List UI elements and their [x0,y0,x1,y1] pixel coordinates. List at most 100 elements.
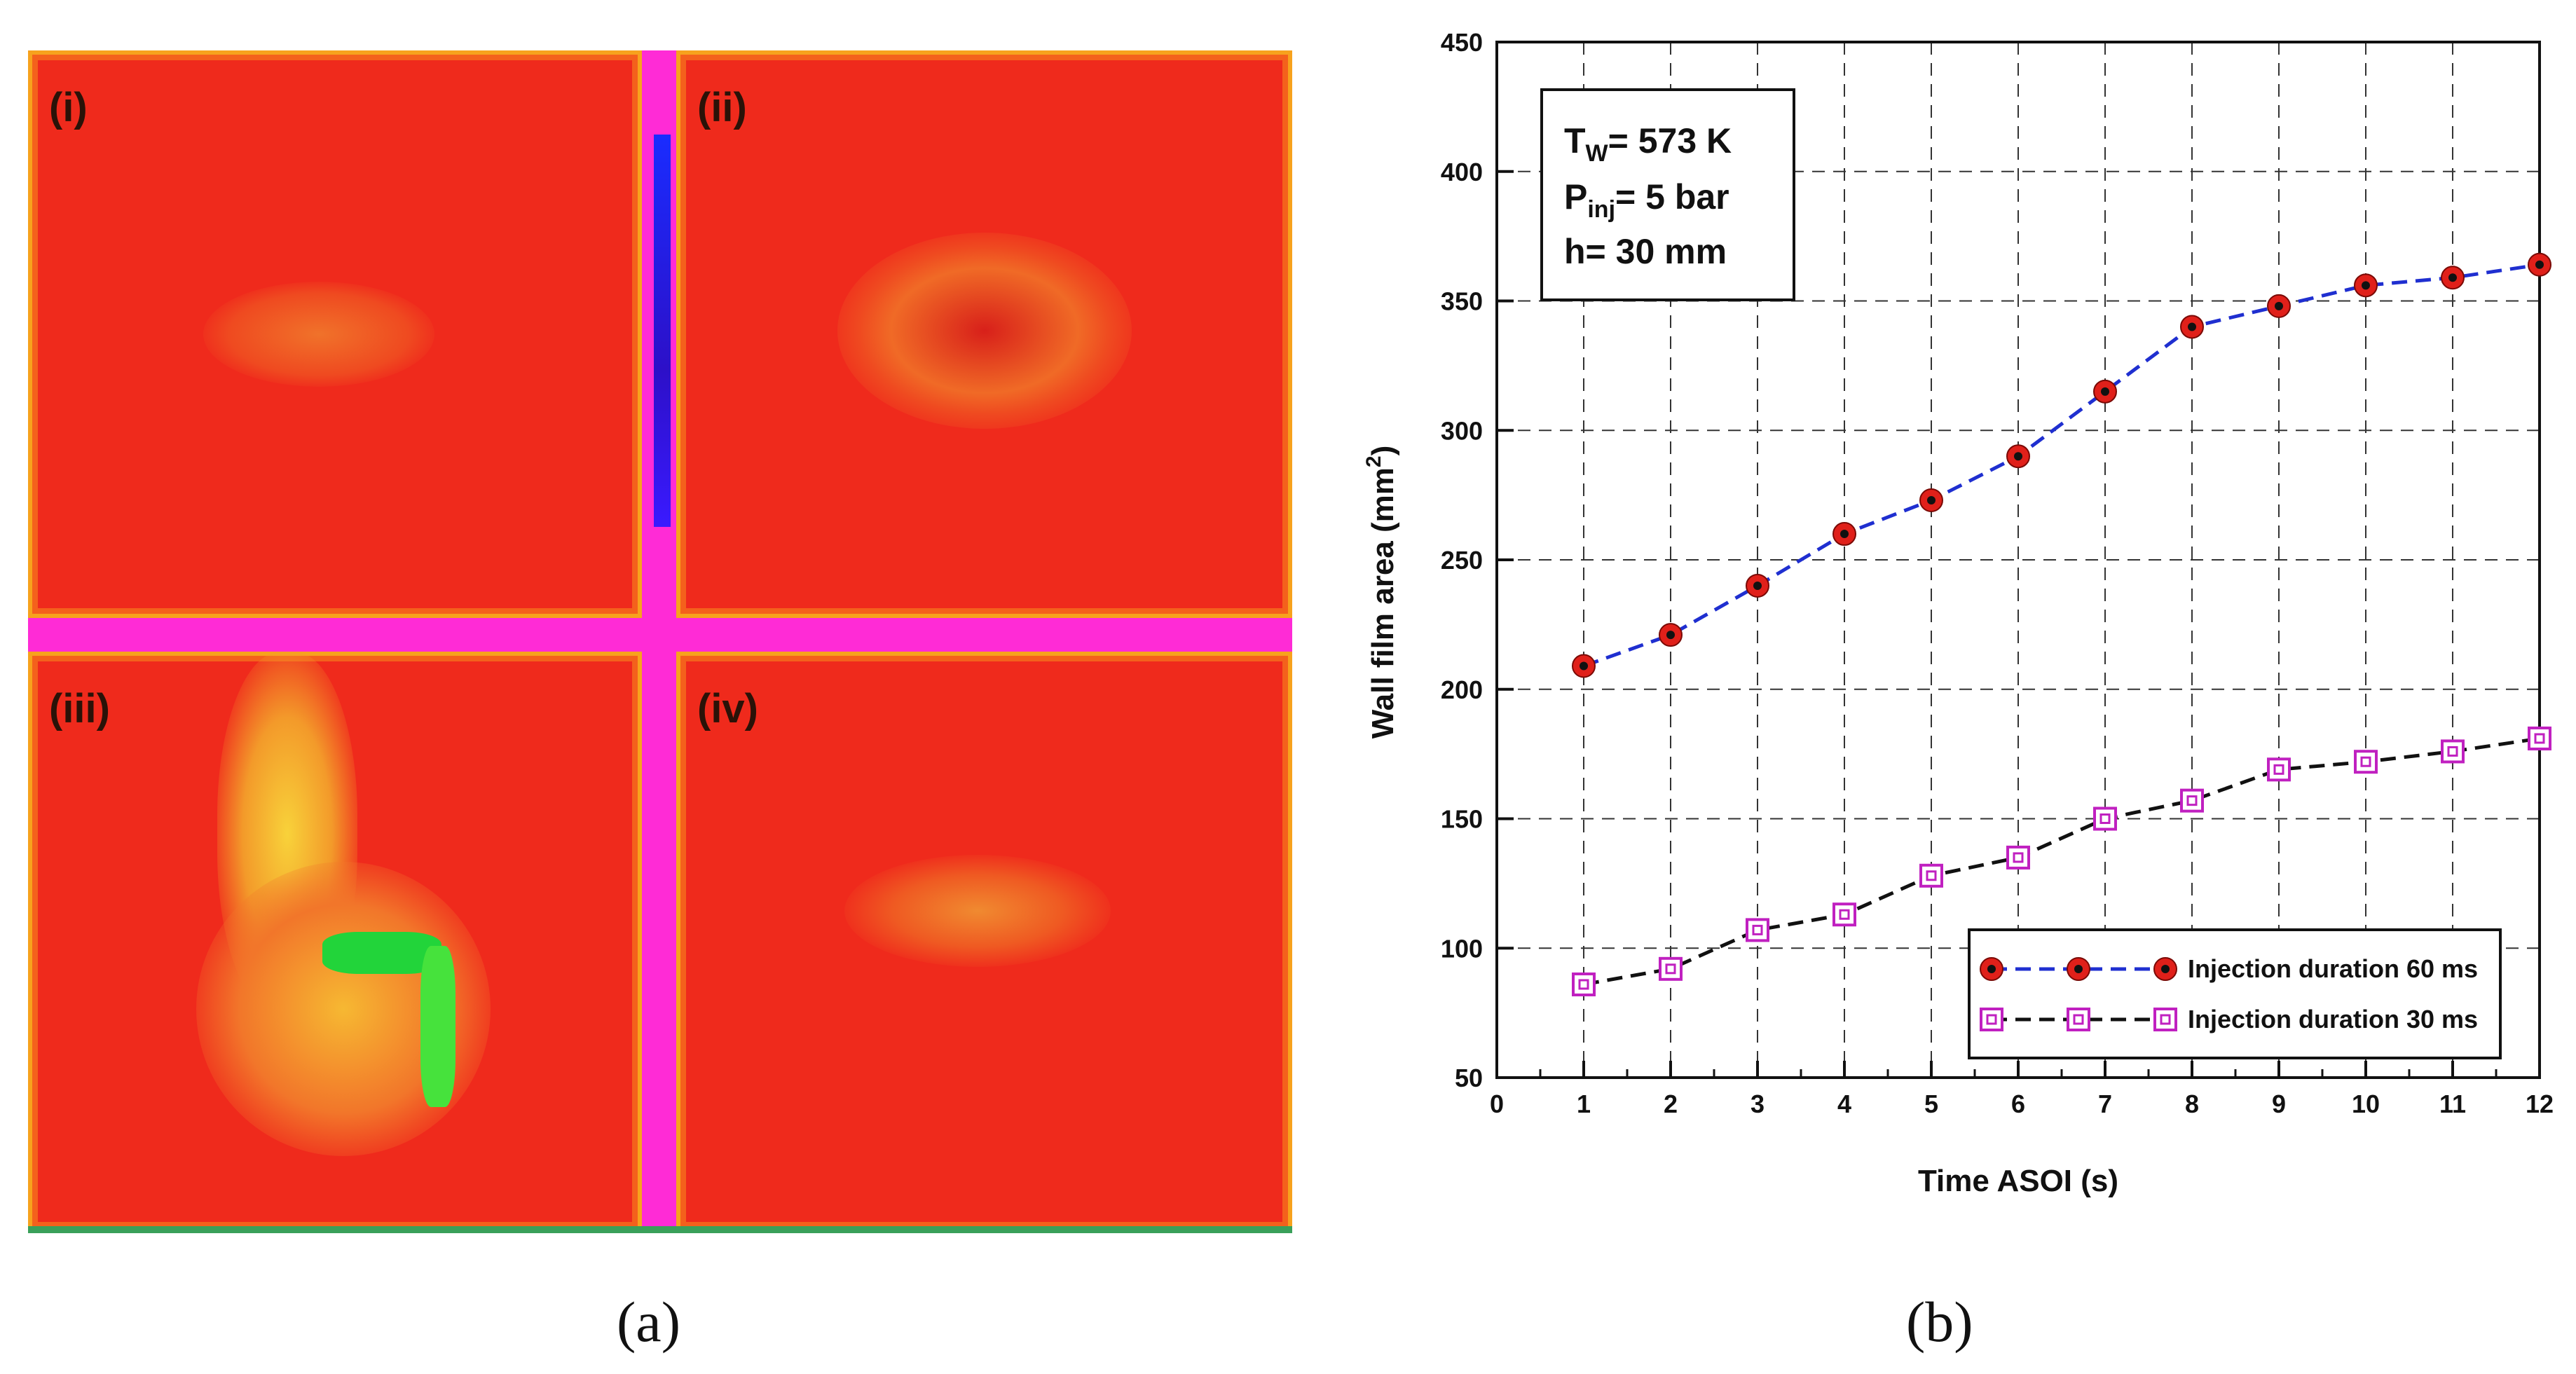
marker-outer [1919,863,1943,888]
x-tick-label: 3 [1751,1090,1765,1118]
series-30ms-point [2180,788,2204,813]
legend-label: Injection duration 60 ms [2188,954,2478,983]
series-60ms-point [1659,623,1683,647]
marker-center [1753,581,1762,590]
y-tick-label: 150 [1441,805,1483,834]
legend-marker [2067,1008,2090,1031]
series-60ms-point [2441,266,2465,290]
marker-center [2073,1014,2084,1025]
series-30ms-point [1659,956,1683,981]
series-30ms-point [2006,845,2030,870]
y-tick-label: 400 [1441,158,1483,186]
series-60ms-point [2267,294,2291,318]
legend-item-series-30ms: Injection duration 30 ms [1980,1005,2478,1033]
x-tick-label: 6 [2011,1090,2025,1118]
marker-center [1752,924,1763,935]
marker-center [2362,281,2370,290]
marker-outer [1659,956,1683,981]
spray-footprint [844,855,1111,967]
series [1572,252,2551,996]
legend: Injection duration 60 ms Injection durati… [1968,928,2502,1059]
series-60ms-point [1572,654,1596,678]
marker-outer [1746,918,1769,942]
marker-center [1840,530,1849,539]
legend-label: Injection duration 30 ms [2188,1005,2478,1033]
marker-center [2447,746,2458,757]
marker-outer [2441,739,2465,764]
series-60ms-point [1832,522,1856,547]
marker-outer [2528,726,2551,750]
series-30ms-point [2528,726,2551,750]
marker-center [2101,387,2109,396]
marker-center [1666,631,1675,640]
marker-outer [2180,788,2204,813]
injection-pressure: Pinj= 5 bar [1564,177,1729,223]
series-60ms-point [1746,573,1769,598]
marker-center [2013,852,2024,863]
y-tick-label: 50 [1455,1064,1483,1092]
axes: 0 1 2 3 4 5 6 7 8 9 10 11 12501001502002503003504004… [1441,28,2554,1118]
marker-outer [2067,1008,2090,1031]
marker-center [2161,965,2170,973]
legend-item-series-60ms: Injection duration 60 ms [1980,954,2478,983]
marker-outer [1832,902,1856,927]
x-tick-label: 1 [1577,1090,1591,1118]
y-tick-label: 450 [1441,28,1483,57]
x-tick-label: 4 [1837,1090,1851,1118]
thermal-image-ii: (ii) [676,50,1292,618]
marker-center [1986,1014,1997,1025]
wall-temperature: TW= 573 K [1564,121,1732,167]
caption-a: (a) [617,1290,681,1354]
marker-center [1665,963,1676,975]
legend-marker [1980,1008,2003,1031]
marker-center [1987,965,1996,973]
thermal-image-iii: (iii) [28,652,642,1232]
injector-height: h= 30 mm [1564,232,1727,271]
marker-center [2534,733,2545,744]
series-60ms-point [2354,273,2378,298]
series-60ms-point [2180,315,2204,339]
grid [1497,42,2540,1078]
series-30ms-point [2354,750,2378,774]
series-60ms-point [2006,444,2030,469]
thermal-image-iv: (iv) [676,652,1292,1232]
spray-footprint [203,282,434,387]
thermal-image-i: (i) [28,50,642,618]
marker-outer [2093,806,2117,831]
series-30ms-point [2267,757,2291,782]
x-tick-label: 10 [2352,1090,2380,1118]
marker-outer [1980,1008,2003,1031]
quadrant-label: (i) [49,85,88,130]
x-tick-label: 8 [2185,1090,2199,1118]
marker-center [2448,273,2457,282]
caption-b: (b) [1906,1290,1973,1354]
marker-center [2273,764,2284,775]
quadrant-label: (iv) [697,686,758,731]
marker-outer [2006,845,2030,870]
marker-center [2535,260,2544,269]
series-60ms-point [1919,488,1943,513]
thermal-image-grid: (i) (ii) (iii) (iv) [28,50,1292,1233]
cold-spot [420,946,455,1107]
marker-center [1578,979,1589,990]
x-tick-label: 5 [1924,1090,1938,1118]
legend-marker [1980,957,2003,981]
x-tick-label: 7 [2098,1090,2112,1118]
x-tick-label: 2 [1664,1090,1678,1118]
y-tick-label: 250 [1441,546,1483,575]
y-tick-label: 300 [1441,416,1483,445]
legend-marker [2153,957,2177,981]
x-tick-label: 0 [1490,1090,1504,1118]
series-60ms-point [2093,379,2117,404]
x-axis-label: Time ASOI (s) [1918,1164,2118,1198]
quadrant-label: (ii) [697,85,747,130]
series-60ms-line [1583,263,2540,668]
marker-center [2186,795,2198,806]
spray-footprint [837,233,1132,429]
x-tick-label: 9 [2272,1090,2286,1118]
image-bottom-strip [28,1226,1292,1233]
colorbar-strip [654,135,671,527]
series-30ms-point [1919,863,1943,888]
marker-center [2099,813,2111,824]
condition-annotation: TW= 573 K Pinj= 5 bar h= 30 mm [1540,88,1795,301]
